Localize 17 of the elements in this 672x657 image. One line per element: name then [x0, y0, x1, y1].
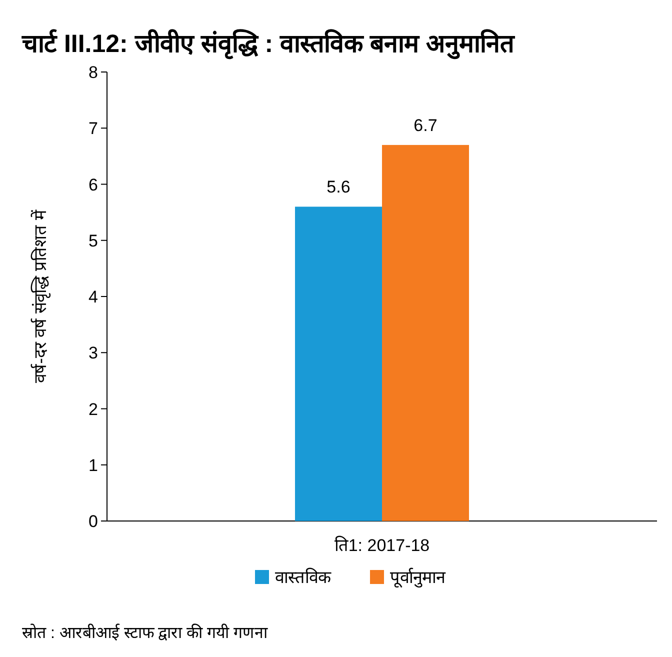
- y-tick-label: 2: [88, 400, 98, 419]
- data-label: 6.7: [414, 116, 438, 135]
- y-tick-label: 7: [88, 119, 98, 138]
- y-tick-label: 0: [88, 512, 98, 531]
- y-tick-label: 8: [88, 63, 98, 82]
- x-tick-label: ति1: 2017-18: [334, 535, 430, 555]
- text: स्रोत : आरबीआई स्टाफ द्वारा की गयी गणना: [22, 623, 269, 642]
- y-tick-label: 3: [88, 344, 98, 363]
- y-tick-label: 1: [88, 456, 98, 475]
- y-axis-title: वर्ष-दर वर्ष संवृद्धि प्रतिशत में: [30, 209, 51, 383]
- legend-label: वास्तविक: [275, 567, 332, 587]
- y-tick-label: 4: [88, 288, 98, 306]
- legend-label: पूर्वानुमान: [390, 567, 446, 588]
- y-tick-label: 6: [88, 175, 98, 194]
- chart-title: चार्ट III.12: जीवीए संवृद्धि : वास्तविक बनाम अनुमानित: [21, 29, 516, 60]
- y-tick-label: 5: [88, 231, 98, 250]
- data-label: 5.6: [326, 178, 350, 197]
